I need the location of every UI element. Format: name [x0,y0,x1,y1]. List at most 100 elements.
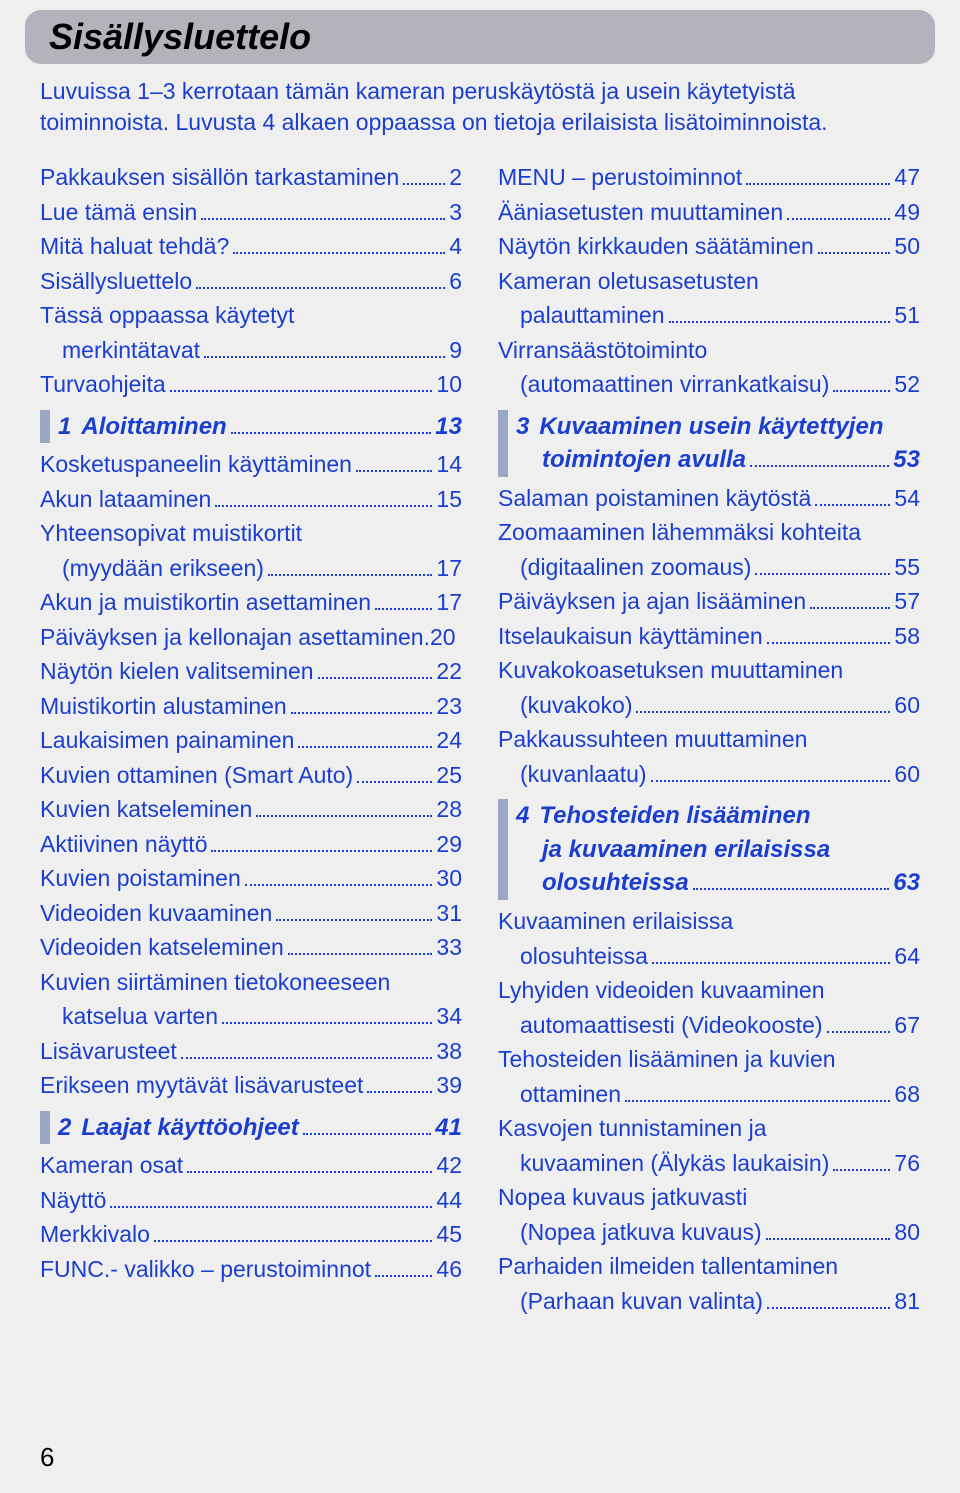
section-header[interactable]: 3Kuvaaminen usein käytettyjentoimintojen… [498,410,920,477]
toc-page: 25 [436,758,462,793]
toc-entry[interactable]: Kuvien poistaminen30 [40,861,462,896]
toc-label-line1: Kuvien siirtäminen tietokoneeseen [40,965,462,1000]
toc-label-line1: Yhteensopivat muistikortit [40,516,462,551]
toc-page: 6 [449,264,462,299]
toc-page: 51 [894,298,920,333]
toc-entry[interactable]: Ääniasetusten muuttaminen 49 [498,195,920,230]
toc-entry[interactable]: Kuvien ottaminen (Smart Auto)25 [40,758,462,793]
toc-entry[interactable]: Lyhyiden videoiden kuvaaminen automaatti… [498,973,920,1042]
toc-page: 68 [894,1077,920,1112]
toc-entry[interactable]: Tehosteiden lisääminen ja kuvien ottamin… [498,1042,920,1111]
toc-entry[interactable]: Aktiivinen näyttö29 [40,827,462,862]
toc-entry[interactable]: Kuvien katseleminen28 [40,792,462,827]
section-number: 2 [58,1111,71,1145]
toc-entry[interactable]: Näyttö44 [40,1183,462,1218]
toc-entry[interactable]: Akun lataaminen 15 [40,482,462,517]
toc-label-line1: Tehosteiden lisääminen ja kuvien [498,1042,920,1077]
toc-entry[interactable]: Turvaohjeita10 [40,367,462,402]
toc-label-line2: automaattisesti (Videokooste) [520,1008,823,1043]
toc-entry[interactable]: Päiväyksen ja ajan lisääminen57 [498,584,920,619]
toc-label: Muistikortin alustaminen [40,689,287,724]
toc-page: 58 [894,619,920,654]
toc-label-line2: ottaminen [520,1077,621,1112]
toc-entry[interactable]: Kosketuspaneelin käyttäminen14 [40,447,462,482]
toc-label: Salaman poistaminen käytöstä [498,481,811,516]
toc-entry[interactable]: Lisävarusteet38 [40,1034,462,1069]
toc-entry[interactable]: Itselaukaisun käyttäminen58 [498,619,920,654]
toc-label: Lue tämä ensin [40,195,197,230]
toc-label: Ääniasetusten muuttaminen [498,195,783,230]
toc-entry[interactable]: Nopea kuvaus jatkuvasti (Nopea jatkuva k… [498,1180,920,1249]
toc-entry[interactable]: Näytön kielen valitseminen22 [40,654,462,689]
toc-entry[interactable]: Päiväyksen ja kellonajan asettaminen.20 [40,620,462,655]
toc-columns: Pakkauksen sisällön tarkastaminen2 Lue t… [40,160,920,1318]
right-column: MENU – perustoiminnot47 Ääniasetusten mu… [498,160,920,1318]
toc-label-line1: Zoomaaminen lähemmäksi kohteita [498,515,920,550]
toc-page: 15 [436,482,462,517]
toc-label: Kuvien katseleminen [40,792,252,827]
toc-entry[interactable]: Merkkivalo45 [40,1217,462,1252]
toc-label: Mitä haluat tehdä? [40,229,229,264]
toc-entry[interactable]: Sisällysluettelo6 [40,264,462,299]
toc-page: 2 [449,160,462,195]
toc-entry[interactable]: Kameran oletusasetusten palauttaminen51 [498,264,920,333]
toc-label: Kosketuspaneelin käyttäminen [40,447,352,482]
toc-page: 34 [436,999,462,1034]
toc-page: 20 [430,620,456,655]
toc-entry[interactable]: Pakkaussuhteen muuttaminen (kuvanlaatu)6… [498,722,920,791]
toc-entry[interactable]: Kameran osat42 [40,1148,462,1183]
toc-label-line2: merkintätavat [62,333,200,368]
toc-entry[interactable]: Yhteensopivat muistikortit (myydään erik… [40,516,462,585]
toc-entry[interactable]: Videoiden kuvaaminen31 [40,896,462,931]
toc-page: 9 [449,333,462,368]
toc-label-line1: Kasvojen tunnistaminen ja [498,1111,920,1146]
toc-entry[interactable]: Tässä oppaassa käytetyt merkintätavat9 [40,298,462,367]
toc-entry[interactable]: MENU – perustoiminnot47 [498,160,920,195]
left-column: Pakkauksen sisällön tarkastaminen2 Lue t… [40,160,462,1318]
toc-entry[interactable]: Erikseen myytävät lisävarusteet39 [40,1068,462,1103]
toc-label-line1: Kuvaaminen erilaisissa [498,904,920,939]
toc-page: 52 [894,367,920,402]
toc-entry[interactable]: Näytön kirkkauden säätäminen50 [498,229,920,264]
toc-page: 29 [436,827,462,862]
toc-entry[interactable]: Laukaisimen painaminen24 [40,723,462,758]
toc-label-line1: Kameran oletusasetusten [498,264,920,299]
toc-label-line1: Parhaiden ilmeiden tallentaminen [498,1249,920,1284]
toc-entry[interactable]: FUNC.- valikko – perustoiminnot46 [40,1252,462,1287]
toc-page: 31 [436,896,462,931]
toc-entry[interactable]: Kasvojen tunnistaminen ja kuvaaminen (Äl… [498,1111,920,1180]
toc-label: Kuvien poistaminen [40,861,241,896]
toc-page: 47 [894,160,920,195]
section-page: 13 [435,410,462,444]
page-title: Sisällysluettelo [49,16,911,58]
toc-entry[interactable]: Pakkauksen sisällön tarkastaminen2 [40,160,462,195]
toc-page: 17 [436,585,462,620]
toc-entry[interactable]: Kuvaaminen erilaisissa olosuhteissa64 [498,904,920,973]
toc-page: 49 [894,195,920,230]
toc-entry[interactable]: Videoiden katseleminen33 [40,930,462,965]
intro-text: Luvuissa 1–3 kerrotaan tämän kameran per… [40,76,920,138]
toc-entry[interactable]: Lue tämä ensin3 [40,195,462,230]
toc-entry[interactable]: Salaman poistaminen käytöstä54 [498,481,920,516]
toc-entry[interactable]: Muistikortin alustaminen23 [40,689,462,724]
toc-entry[interactable]: Kuvien siirtäminen tietokoneeseen katsel… [40,965,462,1034]
toc-entry[interactable]: Zoomaaminen lähemmäksi kohteita (digitaa… [498,515,920,584]
section-number: 3 [516,410,529,444]
toc-entry[interactable]: Virransäästötoiminto (automaattinen virr… [498,333,920,402]
toc-entry[interactable]: Parhaiden ilmeiden tallentaminen (Parhaa… [498,1249,920,1318]
section-header[interactable]: 2 Laajat käyttöohjeet 41 [40,1111,462,1145]
toc-entry[interactable]: Kuvakokoasetuksen muuttaminen (kuvakoko)… [498,653,920,722]
toc-page: 4 [449,229,462,264]
toc-label: Akun lataaminen [40,482,211,517]
toc-label-line2: (automaattinen virrankatkaisu) [520,367,829,402]
toc-label-line2: katselua varten [62,999,218,1034]
section-header[interactable]: 4Tehosteiden lisääminenja kuvaaminen eri… [498,799,920,900]
toc-label: Päiväyksen ja kellonajan asettaminen [40,620,424,655]
section-header[interactable]: 1 Aloittaminen 13 [40,410,462,444]
toc-entry[interactable]: Akun ja muistikortin asettaminen17 [40,585,462,620]
toc-label-line2: (myydään erikseen) [62,551,264,586]
toc-entry[interactable]: Mitä haluat tehdä? 4 [40,229,462,264]
toc-label: Näytön kielen valitseminen [40,654,314,689]
toc-page: 46 [436,1252,462,1287]
toc-label-line2: (Parhaan kuvan valinta) [520,1284,763,1319]
